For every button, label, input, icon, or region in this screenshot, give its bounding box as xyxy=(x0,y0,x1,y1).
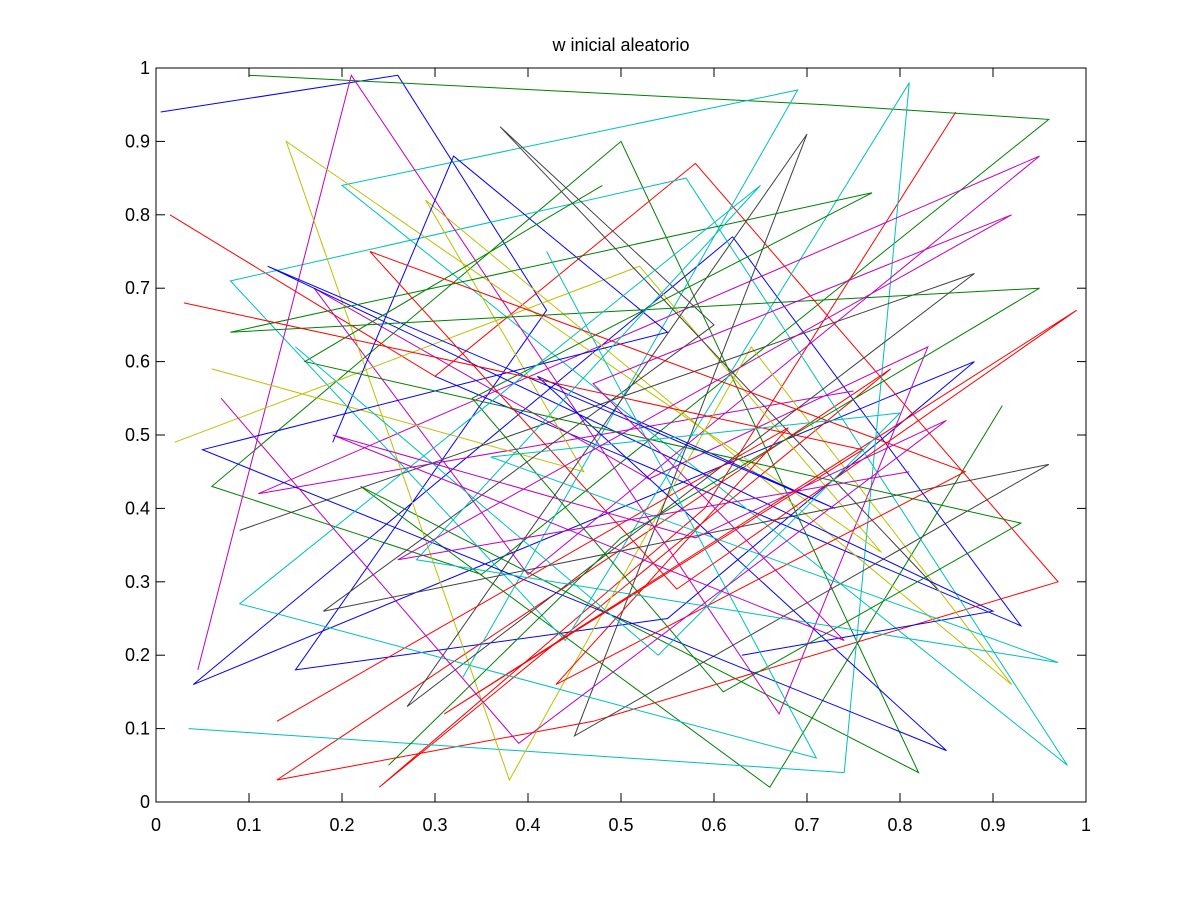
x-tick-label: 0.1 xyxy=(236,815,261,835)
x-tick-label: 0.4 xyxy=(515,815,540,835)
series-line xyxy=(183,251,1077,722)
x-tick-label: 0 xyxy=(151,815,161,835)
x-tick-label: 0.2 xyxy=(329,815,354,835)
y-tick-label: 0.5 xyxy=(125,425,150,445)
x-tick-label: 0.6 xyxy=(701,815,726,835)
y-tick-label: 0.2 xyxy=(125,645,150,665)
y-tick-label: 0 xyxy=(140,792,150,812)
series-line xyxy=(239,126,1050,738)
series-line xyxy=(197,74,1040,715)
x-tick-label: 1 xyxy=(1081,815,1091,835)
tick-group: 0 0.1 0.2 0.3 0.4 0.5 0.6 0.7 0.8 0.9 1 0 0.1 0.2 0.3 0… xyxy=(125,58,1091,835)
x-tick-label: 0.5 xyxy=(608,815,633,835)
x-tick-label: 0.3 xyxy=(422,815,447,835)
plot-area xyxy=(155,67,1087,803)
x-tick-label: 0.7 xyxy=(794,815,819,835)
y-tick-label: 0.4 xyxy=(125,498,150,518)
plot-border xyxy=(155,67,1087,803)
x-tick-label: 0.9 xyxy=(980,815,1005,835)
y-tick-label: 0.3 xyxy=(125,572,150,592)
y-tick-label: 0.6 xyxy=(125,352,150,372)
series-line xyxy=(188,82,1068,774)
series-line xyxy=(238,185,1059,759)
series-line xyxy=(230,184,1040,766)
chart-title: w inicial aleatorio xyxy=(551,35,689,55)
series-line xyxy=(200,155,995,752)
y-tick-label: 0.1 xyxy=(125,719,150,739)
y-tick-label: 0.9 xyxy=(125,131,150,151)
y-tick-label: 1 xyxy=(140,58,150,78)
series-line xyxy=(174,140,1012,782)
series-line xyxy=(169,111,1059,788)
series-group xyxy=(160,74,1077,789)
y-tick-label: 0.8 xyxy=(125,205,150,225)
x-tick-label: 0.8 xyxy=(887,815,912,835)
series-line xyxy=(220,214,1012,744)
y-tick-label: 0.7 xyxy=(125,278,150,298)
